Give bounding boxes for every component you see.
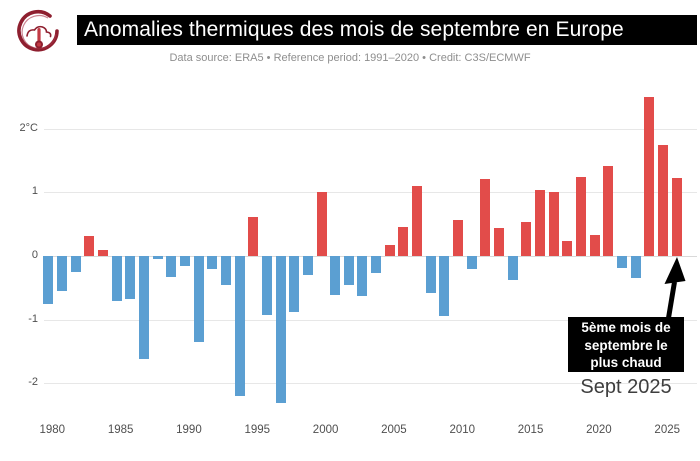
bar-1981	[70, 256, 81, 272]
bar-2002	[357, 256, 368, 297]
bar-2000	[330, 256, 341, 295]
bar-1997	[289, 256, 300, 313]
annotation-callout: 5ème mois de septembre le plus chaud	[568, 317, 684, 372]
annotation-arrow-icon	[664, 257, 686, 319]
bar-2011	[480, 178, 491, 256]
y-axis-tick-label: 1	[31, 185, 38, 198]
bar-1983	[97, 249, 108, 256]
bar-2018	[576, 177, 587, 256]
bar-2019	[589, 234, 600, 256]
annotation-line: septembre le	[584, 337, 668, 353]
bar-2025	[671, 178, 682, 256]
bar-1999	[316, 192, 327, 256]
bar-2015	[535, 190, 546, 256]
bar-1989	[179, 256, 190, 267]
bar-1990	[193, 256, 204, 342]
gridline-0	[44, 256, 697, 257]
x-axis-tick-label-2000: 2000	[312, 424, 339, 436]
y-axis-tick-label: 2°C	[19, 121, 38, 134]
bar-1979	[43, 256, 54, 305]
bar-2024	[658, 144, 669, 256]
bar-2012	[494, 227, 505, 256]
gridline--2	[44, 383, 697, 385]
bar-1984	[111, 256, 122, 301]
bar-2020	[603, 165, 614, 256]
climate-thermometer-logo-icon	[17, 9, 59, 52]
y-axis-tick-label: -2	[28, 376, 38, 389]
bar-2010	[466, 256, 477, 269]
bar-1994	[248, 217, 259, 256]
x-axis-tick-label-2015: 2015	[517, 424, 544, 436]
gridline-1	[44, 192, 697, 194]
x-axis-tick-label-1995: 1995	[244, 424, 271, 436]
chart-subtitle: Data source: ERA5 • Reference period: 19…	[169, 52, 531, 64]
bar-1991	[207, 256, 218, 269]
sept-2025-label: Sept 2025	[580, 376, 672, 398]
bar-1988	[166, 256, 177, 278]
bar-2006	[412, 185, 423, 256]
annotation-line: 5ème mois de	[581, 320, 671, 335]
x-axis-tick-label-2010: 2010	[449, 424, 476, 436]
bar-1996	[275, 256, 286, 403]
bar-2022	[630, 256, 641, 278]
annotation-line: plus chaud	[590, 355, 662, 370]
bar-1993	[234, 256, 245, 396]
bar-1987	[152, 256, 163, 260]
bar-1995	[261, 256, 272, 315]
x-axis-tick-label-1985: 1985	[107, 424, 134, 436]
x-axis-tick-label-1990: 1990	[176, 424, 202, 436]
bar-1980	[56, 256, 67, 292]
bar-2014	[521, 221, 532, 256]
bar-2004	[384, 245, 395, 256]
bar-2008	[439, 256, 450, 316]
bar-2013	[507, 256, 518, 280]
x-axis-tick-label-2005: 2005	[381, 424, 407, 436]
bar-2023	[644, 97, 655, 256]
bar-2016	[548, 191, 559, 256]
bar-2007	[425, 256, 436, 293]
chart-title: Anomalies thermiques des mois de septemb…	[77, 15, 697, 45]
bar-1998	[302, 256, 313, 276]
bar-2003	[371, 256, 382, 274]
y-axis-tick-label: -1	[28, 312, 38, 325]
gridline--1	[44, 319, 697, 321]
x-axis-tick-label-2020: 2020	[586, 424, 612, 436]
bar-1982	[84, 236, 95, 256]
bar-2005	[398, 226, 409, 256]
bar-2009	[453, 219, 464, 256]
x-axis-tick-label-1980: 1980	[39, 424, 66, 436]
bar-2021	[617, 256, 628, 269]
gridline-2	[44, 128, 697, 130]
bar-2001	[343, 256, 354, 286]
bar-2017	[562, 240, 573, 256]
x-axis-tick-label-2025: 2025	[654, 424, 681, 436]
bar-1985	[125, 256, 136, 300]
y-axis-tick-label: 0	[31, 249, 38, 261]
bar-1992	[220, 256, 231, 286]
bar-1986	[138, 256, 149, 359]
